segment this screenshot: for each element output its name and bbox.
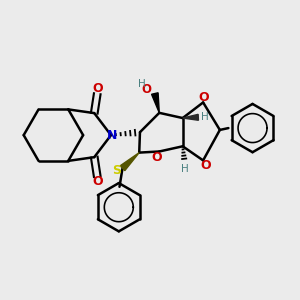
- Polygon shape: [120, 153, 139, 171]
- Text: H: H: [181, 164, 188, 174]
- Polygon shape: [183, 114, 198, 120]
- Text: N: N: [107, 129, 118, 142]
- Text: O: O: [92, 175, 103, 188]
- Text: O: O: [200, 159, 211, 172]
- Text: O: O: [142, 83, 152, 96]
- Text: O: O: [198, 91, 209, 104]
- Text: H: H: [138, 79, 146, 89]
- Text: O: O: [152, 151, 162, 164]
- Text: H: H: [201, 112, 209, 122]
- Text: O: O: [92, 82, 103, 95]
- Text: S: S: [112, 164, 121, 177]
- Polygon shape: [152, 93, 159, 113]
